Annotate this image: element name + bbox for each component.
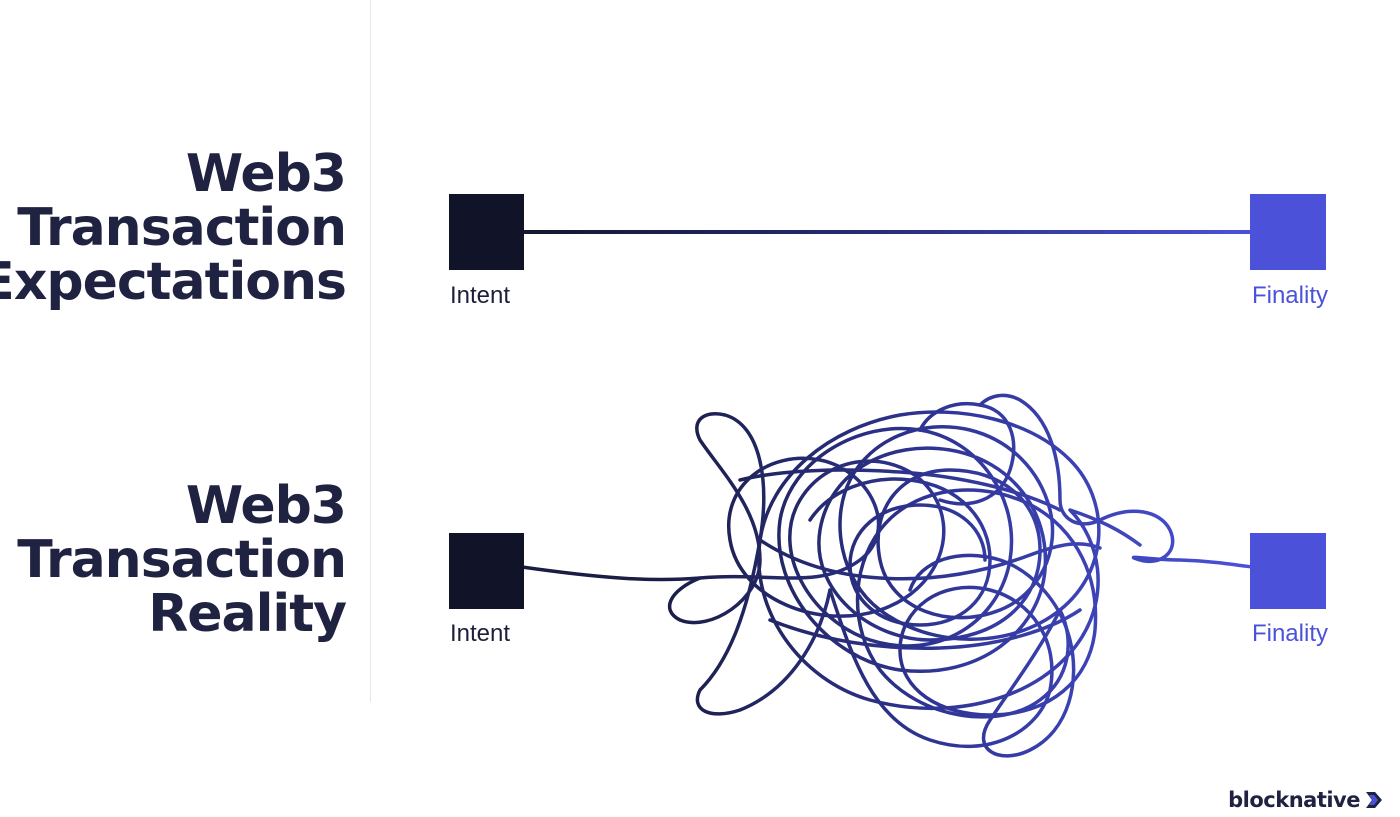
intent-label: Intent [450,620,511,647]
finality-node [1250,194,1326,270]
blocknative-chevron-icon [1366,792,1382,808]
logo-wordmark: blocknative [1228,788,1360,812]
heading-line: Transaction [17,198,347,258]
finality-label: Finality [1251,620,1328,647]
heading-line: Transaction [17,530,347,590]
heading-line: Expectations [0,252,347,312]
finality-node [1250,533,1326,609]
vertical-divider [370,0,371,702]
heading-expectations: Web3 Transaction Expectations [0,144,347,312]
tangled-path [520,393,1254,758]
brand-logo: blocknative [1228,788,1384,812]
intent-label: Intent [450,282,511,309]
intent-node [449,533,524,609]
finality-label: Finality [1251,282,1328,309]
intent-node [449,194,524,270]
heading-reality: Web3 Transaction Reality [0,476,347,644]
heading-line: Reality [148,584,347,644]
heading-line: Web3 [185,476,347,536]
heading-line: Web3 [185,144,347,204]
